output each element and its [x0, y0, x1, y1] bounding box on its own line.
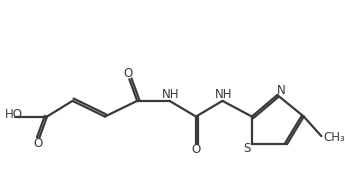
- Text: S: S: [243, 142, 250, 155]
- Text: N: N: [277, 84, 286, 97]
- Text: CH₃: CH₃: [323, 131, 345, 144]
- Text: O: O: [33, 136, 43, 149]
- Text: HO: HO: [5, 108, 23, 121]
- Text: O: O: [191, 143, 200, 156]
- Text: NH: NH: [215, 88, 232, 101]
- Text: NH: NH: [162, 88, 179, 101]
- Text: O: O: [124, 67, 133, 80]
